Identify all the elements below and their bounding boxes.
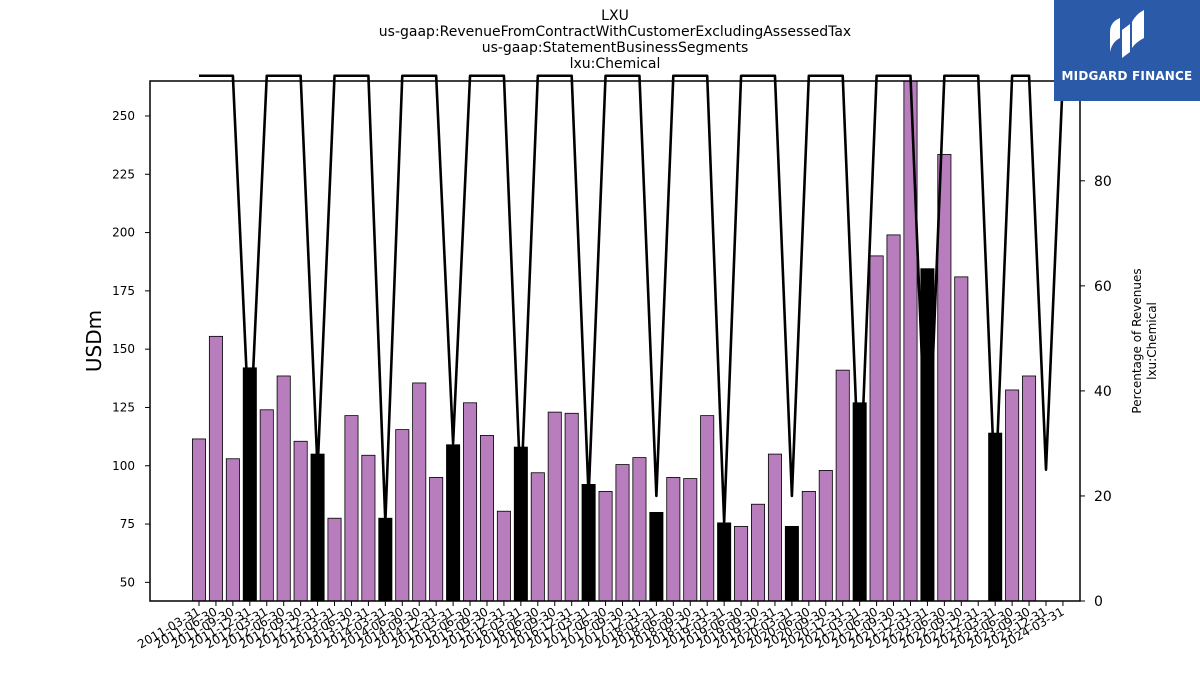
bar-annual <box>649 511 664 602</box>
bar <box>886 234 901 602</box>
bar <box>344 415 359 602</box>
bar <box>479 435 494 602</box>
y-tick-label: 50 <box>120 575 135 589</box>
y-tick-label: 175 <box>112 284 135 298</box>
bar-series <box>191 80 1037 602</box>
bar-annual <box>988 432 1003 602</box>
chart-title-line-4: lxu:Chemical <box>570 56 661 72</box>
logo-text: MIDGARD FINANCE <box>1061 69 1193 83</box>
y2-tick-label: 60 <box>1094 279 1112 295</box>
plot-frame <box>149 80 1081 602</box>
bar <box>801 490 816 602</box>
bar <box>564 412 579 602</box>
y2-axis-label-line-2: lxu:Chemical <box>1145 302 1159 380</box>
y-tick-label: 150 <box>112 342 135 356</box>
bar-annual <box>852 402 867 602</box>
logo-mark-icon <box>1110 10 1144 58</box>
percentage-line-series <box>199 74 1065 524</box>
bar <box>734 525 749 602</box>
y2-axis-label-line-1: Percentage of Revenues <box>1130 268 1144 413</box>
bar <box>496 510 511 602</box>
bar-annual <box>717 522 732 602</box>
bar-annual <box>784 525 799 602</box>
bar <box>818 470 833 602</box>
bar <box>615 464 630 602</box>
y-tick-label: 225 <box>112 167 135 181</box>
bar <box>361 454 376 602</box>
bar <box>767 453 782 602</box>
bar <box>327 517 342 602</box>
bar <box>632 457 647 602</box>
bar <box>429 477 444 602</box>
bar <box>530 472 545 602</box>
bar <box>835 369 850 602</box>
bar <box>191 438 206 602</box>
bar <box>751 503 766 602</box>
y-tick-label: 125 <box>112 400 135 414</box>
bar-annual <box>581 484 596 602</box>
y2-tick-label: 80 <box>1094 174 1112 190</box>
bar <box>1005 389 1020 602</box>
bar <box>225 458 240 602</box>
y-tick-label: 200 <box>112 226 135 240</box>
bar-annual <box>310 453 325 602</box>
bar-annual <box>242 367 257 602</box>
bar <box>869 255 884 602</box>
bar <box>463 402 478 602</box>
bar <box>954 276 969 602</box>
bar <box>666 477 681 602</box>
bar <box>293 440 308 602</box>
bar <box>547 411 562 602</box>
y2-tick-label: 40 <box>1094 384 1112 400</box>
chart-title-line-1: LXU <box>601 8 629 24</box>
bar-annual <box>378 517 393 602</box>
x-axis: 2011-03-312011-06-302011-09-302011-12-31… <box>135 601 1066 651</box>
y2-tick-label: 20 <box>1094 489 1112 505</box>
y-axis-label: USDm <box>82 310 106 372</box>
bar <box>683 478 698 602</box>
brand-logo: MIDGARD FINANCE <box>1054 0 1200 101</box>
y2-tick-label: 0 <box>1094 594 1103 610</box>
bar <box>208 335 223 602</box>
y2-axis: 020406080100 <box>1080 69 1121 610</box>
bar <box>598 490 613 602</box>
percentage-line <box>199 74 1065 524</box>
bar-annual <box>920 268 935 602</box>
chart-title-line-3: us-gaap:StatementBusinessSegments <box>482 40 749 56</box>
bar <box>700 415 715 602</box>
bar-annual <box>446 444 461 602</box>
bar <box>1022 375 1037 602</box>
y-tick-label: 75 <box>120 517 135 531</box>
bar <box>259 409 274 602</box>
bar <box>395 429 410 602</box>
y-tick-label: 100 <box>112 459 135 473</box>
bar <box>276 375 291 602</box>
y-axis: 50 75 100 125 150 175 200 225 250 <box>112 109 150 589</box>
y-tick-label: 250 <box>112 109 135 123</box>
chart-title-line-2: us-gaap:RevenueFromContractWithCustomerE… <box>379 24 851 40</box>
chart-title: LXU us-gaap:RevenueFromContractWithCusto… <box>379 8 851 72</box>
bar <box>412 382 427 602</box>
